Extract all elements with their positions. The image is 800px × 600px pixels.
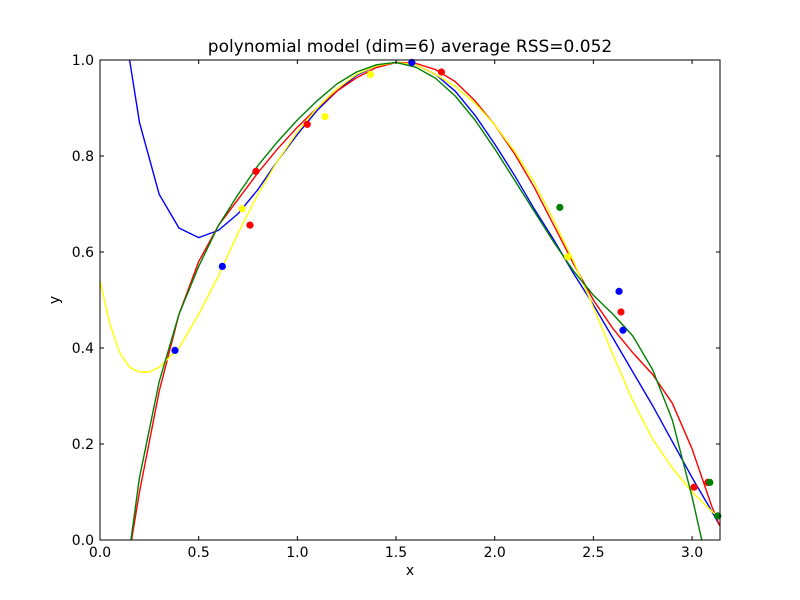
x-tick-label: 2.5 xyxy=(582,545,604,561)
x-tick-label: 1.0 xyxy=(286,545,308,561)
y-tick-label: 0.4 xyxy=(72,341,94,357)
y-tick-label: 0.8 xyxy=(72,149,94,165)
fit-curve-3 xyxy=(130,61,703,540)
data-point-1 xyxy=(246,221,254,229)
y-tick-label: 0.0 xyxy=(72,533,94,549)
x-tick-label: 0.5 xyxy=(188,545,210,561)
data-point-1 xyxy=(617,308,625,316)
plot-frame xyxy=(99,59,721,541)
data-point-1 xyxy=(690,483,698,491)
data-point-0 xyxy=(171,346,179,354)
y-tick-label: 0.2 xyxy=(72,437,94,453)
data-point-0 xyxy=(408,58,416,66)
data-point-0 xyxy=(619,326,627,334)
y-axis-label: y xyxy=(47,296,63,304)
x-tick-label: 0.0 xyxy=(89,545,111,561)
data-point-2 xyxy=(238,205,246,213)
fit-curves xyxy=(100,60,720,540)
data-point-2 xyxy=(321,113,329,121)
data-point-2 xyxy=(564,253,572,261)
data-point-2 xyxy=(366,70,374,78)
data-point-1 xyxy=(252,167,260,175)
data-point-3 xyxy=(706,478,714,486)
data-point-0 xyxy=(615,287,623,295)
x-tick-label: 2.0 xyxy=(484,545,506,561)
data-point-1 xyxy=(437,68,446,76)
y-tick-label: 1.0 xyxy=(72,53,94,69)
x-tick-label: 1.5 xyxy=(385,545,407,561)
axis-ticks: 0.0 0.5 1.0 1.5 2.0 2.5 3.0 0.0 0.2 0.4 0.6 0.8 1.0 xyxy=(72,53,720,561)
plot-background xyxy=(100,60,720,540)
x-tick-label: 3.0 xyxy=(681,545,703,561)
chart-title: polynomial model (dim=6) average RSS=0.0… xyxy=(208,37,612,57)
data-point-0 xyxy=(218,262,226,270)
data-point-1 xyxy=(303,120,311,128)
data-point-3 xyxy=(556,203,564,211)
fit-curve-1 xyxy=(130,61,720,540)
x-axis-label: x xyxy=(406,563,414,579)
y-tick-label: 0.6 xyxy=(72,245,94,261)
